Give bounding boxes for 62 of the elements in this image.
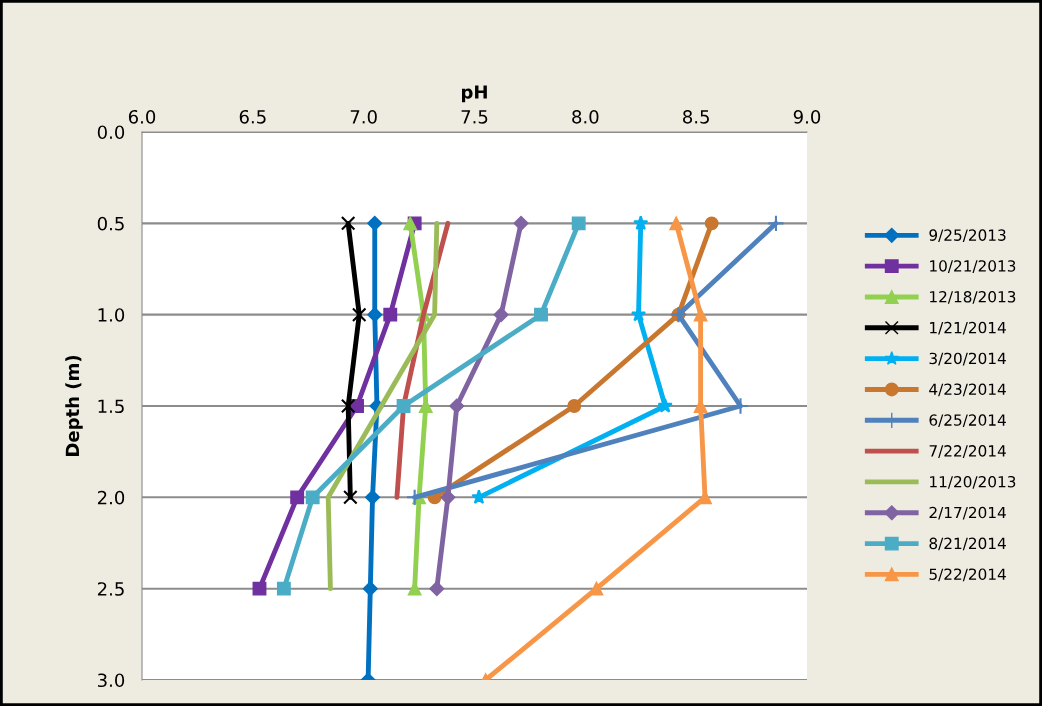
legend-label: 11/20/2013 — [930, 475, 1016, 489]
point — [731, 397, 750, 415]
legend-label: 6/25/2014 — [929, 414, 1006, 428]
y-tick-label: 0.5 — [97, 216, 124, 231]
point — [405, 488, 424, 507]
legend-label: 1/21/2014 — [930, 321, 1006, 335]
point — [252, 581, 267, 596]
legend-label: 3/20/2014 — [929, 352, 1006, 366]
legend-label: 9/25/2013 — [929, 229, 1006, 243]
point — [403, 216, 418, 231]
point — [429, 581, 445, 597]
point — [471, 489, 487, 504]
y-tick-label: 3.0 — [98, 673, 125, 688]
point — [340, 216, 356, 231]
x-tick-label: 8.0 — [572, 109, 599, 124]
x-tick-label: 8.5 — [683, 109, 709, 124]
x-tick-label: 9.0 — [793, 109, 821, 124]
point — [513, 215, 529, 231]
legend-label: 10/21/2013 — [930, 260, 1016, 273]
x-tick-label: 7.0 — [350, 109, 377, 124]
point — [534, 307, 548, 322]
point — [704, 216, 719, 231]
point — [571, 216, 586, 231]
point — [440, 489, 456, 505]
point — [364, 489, 381, 505]
y-tick-label: 2.5 — [97, 582, 124, 596]
y-tick-label: 2.0 — [97, 490, 125, 505]
point — [633, 215, 649, 230]
point — [449, 398, 465, 414]
x-tick-label: 6.5 — [239, 109, 266, 124]
point — [567, 399, 582, 413]
point — [383, 307, 398, 322]
legend-label: 2/17/2014 — [929, 506, 1006, 520]
point — [657, 398, 673, 413]
point — [589, 581, 604, 596]
x-tick-label: 6.0 — [128, 109, 156, 124]
y-tick-label: 1.0 — [98, 308, 125, 322]
point — [367, 215, 383, 231]
line-series — [325, 220, 440, 592]
legend-label: 8/21/2014 — [929, 537, 1006, 551]
x-tick-label: 7.5 — [461, 110, 488, 124]
point — [693, 307, 708, 322]
point — [362, 581, 378, 597]
point — [305, 490, 320, 505]
point — [669, 216, 684, 231]
point — [340, 398, 356, 414]
point — [290, 490, 305, 505]
point — [367, 307, 383, 323]
legend-label: 5/22/2014 — [929, 568, 1006, 582]
y-axis-title: Depth (m) — [65, 355, 83, 456]
y-tick-label: 1.5 — [98, 399, 124, 414]
point — [767, 214, 785, 233]
x-axis-title: pH — [462, 85, 487, 103]
y-tick-label: 0.0 — [97, 125, 125, 140]
legend-label: 4/23/2014 — [929, 383, 1006, 397]
point — [351, 307, 367, 322]
point — [396, 399, 411, 413]
legend-label: 12/18/2013 — [930, 290, 1016, 304]
point — [493, 307, 509, 323]
legend-label: 7/22/2014 — [929, 445, 1006, 458]
point — [276, 581, 291, 596]
point — [343, 490, 358, 505]
